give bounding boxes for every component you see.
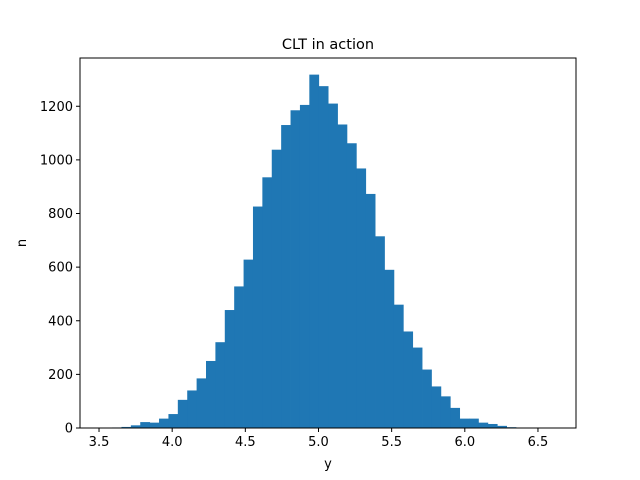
- histogram-bar: [393, 304, 404, 428]
- histogram-bars: [102, 74, 554, 429]
- histogram-bar: [187, 390, 198, 428]
- histogram-bar: [440, 396, 451, 428]
- histogram-bar: [328, 103, 338, 428]
- histogram-bar: [243, 259, 254, 428]
- chart-title: CLT in action: [282, 37, 374, 53]
- histogram-bar: [497, 425, 507, 428]
- histogram-bar: [403, 331, 414, 428]
- y-tick-label: 800: [48, 207, 73, 222]
- x-axis-ticks: 3.5 4.0 4.5 5.0 5.5 6.0 6.5: [89, 428, 549, 450]
- histogram-bar: [121, 426, 132, 428]
- histogram-bar: [149, 422, 160, 428]
- histogram-bar: [271, 149, 282, 428]
- histogram-bar: [356, 168, 367, 428]
- y-tick-label: 1200: [40, 100, 73, 115]
- x-tick-label: 6.0: [454, 435, 475, 450]
- x-axis-label: y: [324, 457, 332, 472]
- histogram-bar: [168, 414, 179, 428]
- x-tick-label: 5.0: [308, 435, 329, 450]
- y-tick-label: 200: [48, 368, 73, 383]
- histogram-bar: [140, 422, 151, 428]
- histogram-bar: [384, 269, 395, 428]
- histogram-bar: [469, 418, 479, 428]
- histogram-bar: [318, 86, 329, 429]
- x-tick-label: 4.5: [235, 435, 256, 450]
- histogram-bar: [431, 386, 442, 428]
- histogram-bar: [412, 347, 423, 428]
- y-tick-label: 0: [65, 422, 73, 437]
- histogram-bar: [281, 125, 291, 428]
- histogram-bar: [224, 310, 235, 428]
- y-tick-label: 600: [48, 261, 73, 276]
- x-tick-label: 3.5: [89, 435, 110, 450]
- y-axis-label: n: [15, 239, 30, 247]
- histogram-bar: [309, 74, 320, 429]
- histogram-bar: [130, 425, 141, 428]
- y-axis-ticks: 0 200 400 600 800 1000 1200: [40, 100, 80, 437]
- histogram-bar: [365, 193, 376, 428]
- histogram-bar: [478, 422, 489, 428]
- x-tick-label: 4.0: [162, 435, 183, 450]
- plot-frame: [79, 57, 577, 429]
- histogram-bar: [375, 236, 385, 428]
- y-tick-label: 1000: [40, 153, 73, 168]
- histogram-bar: [459, 418, 470, 428]
- histogram-bar: [337, 124, 348, 429]
- histogram-bar: [177, 399, 188, 428]
- histogram-bar: [234, 286, 244, 428]
- histogram-bar: [346, 143, 357, 428]
- histogram-bar: [487, 423, 498, 428]
- y-tick-label: 400: [48, 314, 73, 329]
- x-tick-label: 6.5: [528, 435, 549, 450]
- histogram-bar: [299, 104, 310, 429]
- histogram-bar: [215, 342, 226, 428]
- histogram-bar: [252, 206, 263, 428]
- histogram-bar: [290, 110, 301, 428]
- histogram-bar: [196, 378, 207, 428]
- histogram-bar: [422, 369, 432, 428]
- histogram-bar: [262, 177, 273, 428]
- histogram-bar: [450, 407, 461, 428]
- x-tick-label: 5.5: [381, 435, 402, 450]
- histogram-bar: [206, 360, 216, 428]
- histogram-bar: [159, 418, 169, 428]
